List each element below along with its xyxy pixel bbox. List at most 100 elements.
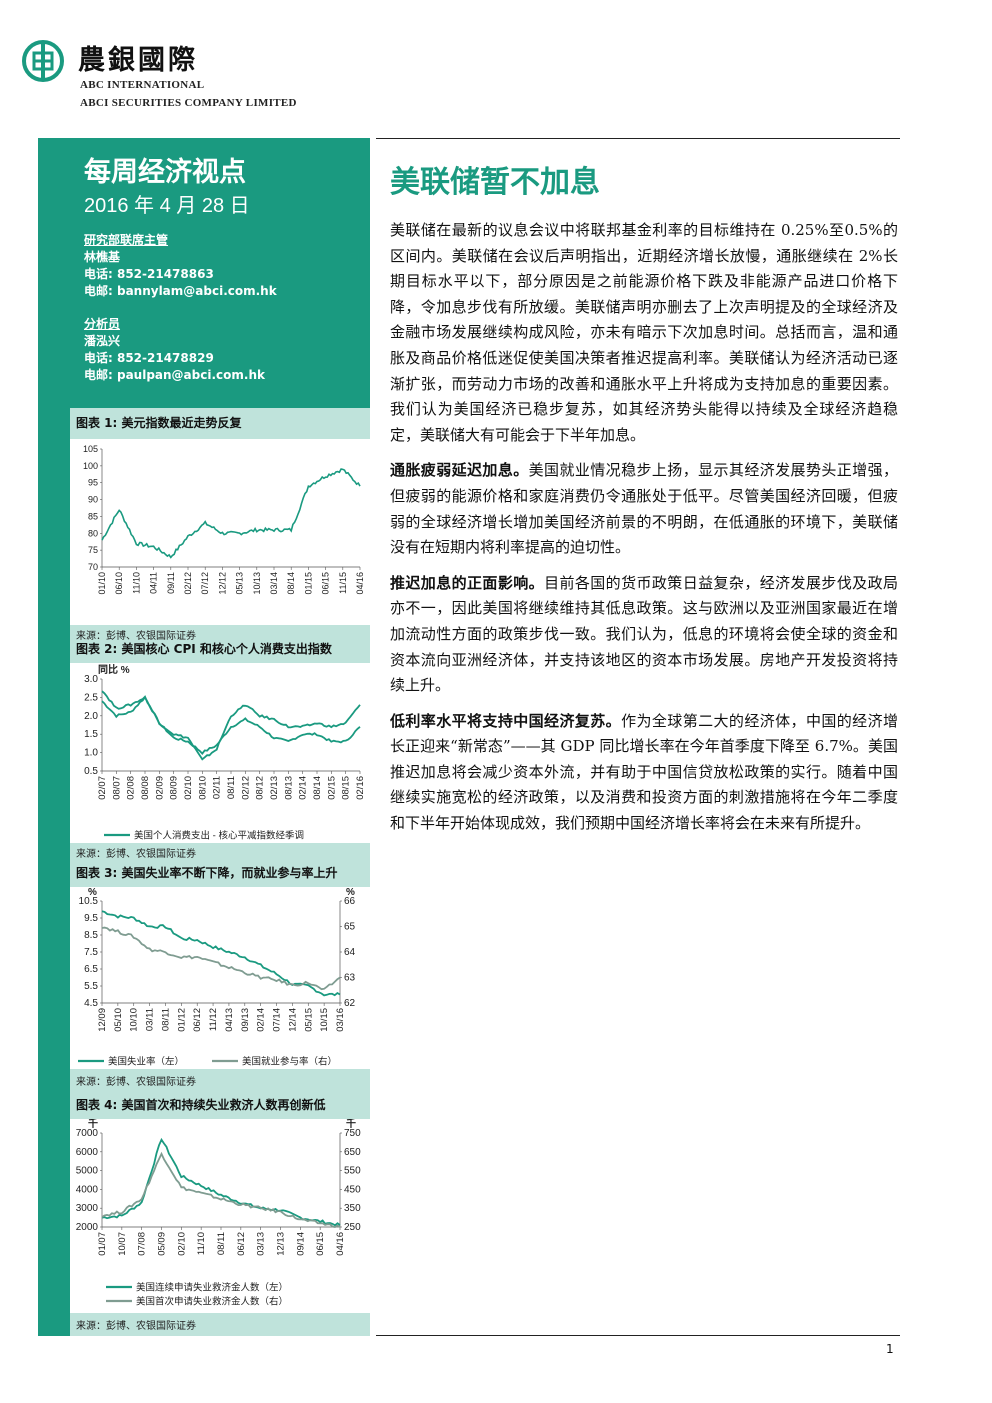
paragraph-lead: 推迟加息的正面影响。: [390, 573, 545, 592]
chart-1-block: 图表 1: 美元指数最近走势反复 70 75 80 85 90 95 100 105 01/10…: [70, 414, 370, 642]
y-tick-label: 5000: [76, 1166, 99, 1177]
page-number: 1: [886, 1342, 894, 1356]
y-tick-label-right: 750: [344, 1128, 361, 1139]
brand-name-cn: 農銀國際: [78, 45, 198, 76]
y-axis-label-right: 千: [346, 1119, 356, 1130]
chart-title: 图表 3: 美国失业率不断下降，而就业参与率上升: [76, 866, 338, 880]
x-tick-label: 12/12: [217, 572, 227, 595]
x-tick-label: 02/08: [126, 776, 137, 800]
x-tick-label: 04/13: [224, 1008, 235, 1032]
x-tick-label: 08/10: [197, 776, 208, 800]
x-tick-label: 12/13: [276, 1232, 287, 1256]
y-tick-label-right: 63: [344, 973, 356, 984]
y-tick-label-right: 65: [344, 922, 356, 933]
x-tick-label: 05/15: [303, 1008, 314, 1032]
y-tick-label: 2000: [76, 1222, 99, 1233]
chart-title: 图表 4: 美国首次和持续失业救济人数再创新低: [76, 1098, 326, 1112]
abc-logo: [22, 40, 64, 82]
x-tick-label: 08/07: [111, 776, 122, 800]
paragraph: 通胀疲弱延迟加息。美国就业情况稳步上扬，显示其经济发展势头正增强，但疲弱的能源价…: [390, 458, 898, 560]
x-tick-label: 08/11: [216, 1232, 227, 1255]
x-tick-label: 02/09: [154, 776, 165, 800]
article-headline: 美联储暂不加息: [390, 165, 600, 200]
brand-name-en: ABC INTERNATIONAL: [80, 79, 205, 91]
usd-index-chart: 70 75 80 85 90 95 100 105 01/10 06/10 11/10 04/11 09…: [83, 444, 365, 595]
x-tick-label: 02/07: [97, 776, 108, 800]
y-tick-label: 3000: [76, 1203, 99, 1214]
y-tick-label: 95: [88, 478, 98, 488]
x-tick-label: 11/10: [196, 1232, 207, 1255]
x-tick-label: 01/12: [176, 1008, 187, 1032]
jobless-claims-chart: 千 千 2000 3000 4000 5000 6000 7000 250 350 450 550 65…: [76, 1117, 361, 1308]
chart-title: 图表 2: 美国核心 CPI 和核心个人消费支出指数: [76, 642, 332, 656]
y-tick-label-right: 62: [344, 998, 356, 1009]
x-tick-label: 08/11: [226, 776, 237, 799]
y-tick-label: 70: [88, 562, 98, 572]
report-date: 2016 年 4 月 28 日: [84, 195, 250, 217]
y-tick-label-right: 66: [344, 896, 356, 907]
y-tick-label: 100: [83, 461, 98, 471]
report-title: 每周经济视点: [84, 157, 246, 188]
contact-email[interactable]: 电邮: paulpan@abci.com.hk: [84, 368, 265, 382]
x-tick-label: 02/15: [326, 776, 337, 800]
paragraph-text: 美联储在最新的议息会议中将联邦基金利率的目标维持在 0.25%至0.5%的区间内…: [390, 221, 898, 444]
unemployment-chart: % % 4.5 5.5 6.5 7.5 8.5 9.5 10.5 62 63 64 65 66 12/09 0…: [78, 887, 356, 1068]
top-divider: [376, 138, 900, 139]
y-axis-label: 同比 %: [98, 663, 130, 676]
x-tick-label: 02/13: [269, 776, 280, 800]
y-tick-label: 4.5: [84, 998, 98, 1009]
x-tick-label: 01/15: [303, 572, 313, 595]
x-tick-label: 08/15: [341, 776, 352, 800]
legend-label: 美国失业率（左）: [108, 1056, 184, 1068]
x-tick-label: 03/13: [256, 1232, 267, 1256]
x-tick-label: 03/16: [335, 1008, 346, 1032]
y-tick-label: 9.5: [84, 913, 98, 924]
x-tick-label: 06/15: [321, 572, 331, 595]
x-tick-label: 01/10: [97, 572, 107, 595]
legend-label: 美国就业参与率（右）: [242, 1056, 337, 1068]
y-tick-label: 3.0: [84, 674, 98, 685]
y-tick-label-right: 550: [344, 1166, 361, 1177]
paragraph-text: 美国就业情况稳步上扬，显示其经济发展势头正增强，但疲弱的能源价格和家庭消费仍令通…: [390, 461, 898, 557]
y-tick-label: 7000: [76, 1128, 99, 1139]
paragraph-lead: 通胀疲弱延迟加息。: [390, 461, 529, 480]
contact-role: 研究部联席主管: [84, 233, 169, 247]
contact-email[interactable]: 电邮: bannylam@abci.com.hk: [84, 284, 277, 298]
paragraph-text: 作为全球第二大的经济体，中国的经济增长正迎来“新常态”——其 GDP 同比增长率…: [390, 711, 898, 833]
paragraph-lead: 低利率水平将支持中国经济复苏。: [390, 711, 622, 730]
x-tick-label: 07/08: [137, 1232, 148, 1256]
x-tick-label: 12/09: [97, 1008, 108, 1032]
y-tick-label: 4000: [76, 1184, 99, 1195]
y-tick-label: 85: [88, 511, 98, 521]
x-tick-label: 06/15: [315, 1232, 326, 1256]
x-tick-label: 11/10: [131, 572, 141, 594]
chart-source: 来源：彭博、农银国际证券: [76, 1321, 196, 1332]
paragraph: 低利率水平将支持中国经济复苏。作为全球第二大的经济体，中国的经济增长正迎来“新常…: [390, 709, 898, 837]
series-line: [101, 468, 361, 559]
x-tick-label: 10/10: [129, 1008, 140, 1032]
series-line: [101, 926, 341, 991]
x-tick-label: 11/15: [338, 572, 348, 594]
contact-phone: 电话: 852-21478829: [84, 351, 214, 365]
y-tick-label: 6.5: [84, 964, 98, 975]
x-tick-label: 08/12: [255, 776, 266, 800]
bottom-divider: [376, 1335, 900, 1336]
contact-block: 分析员 潘泓兴 电话: 852-21478829 电邮: paulpan@abc…: [84, 316, 265, 384]
x-tick-label: 04/16: [335, 1232, 346, 1256]
y-axis-label-left: %: [88, 887, 97, 898]
y-tick-label: 8.5: [84, 930, 98, 941]
x-tick-label: 10/07: [117, 1232, 128, 1256]
y-tick-label-right: 350: [344, 1203, 361, 1214]
y-tick-label: 6000: [76, 1147, 99, 1158]
x-tick-label: 03/11: [145, 1008, 156, 1031]
series-line: [101, 1137, 341, 1227]
x-tick-label: 06/12: [192, 1008, 203, 1032]
x-tick-label: 05/09: [157, 1232, 168, 1256]
x-tick-label: 04/16: [355, 572, 365, 595]
x-tick-label: 02/12: [183, 572, 193, 595]
x-tick-label: 08/09: [169, 776, 180, 800]
x-tick-label: 11/12: [208, 1008, 219, 1031]
x-tick-label: 02/11: [212, 776, 223, 799]
x-tick-label: 07/14: [272, 1008, 283, 1032]
contact-phone: 电话: 852-21478863: [84, 267, 214, 281]
